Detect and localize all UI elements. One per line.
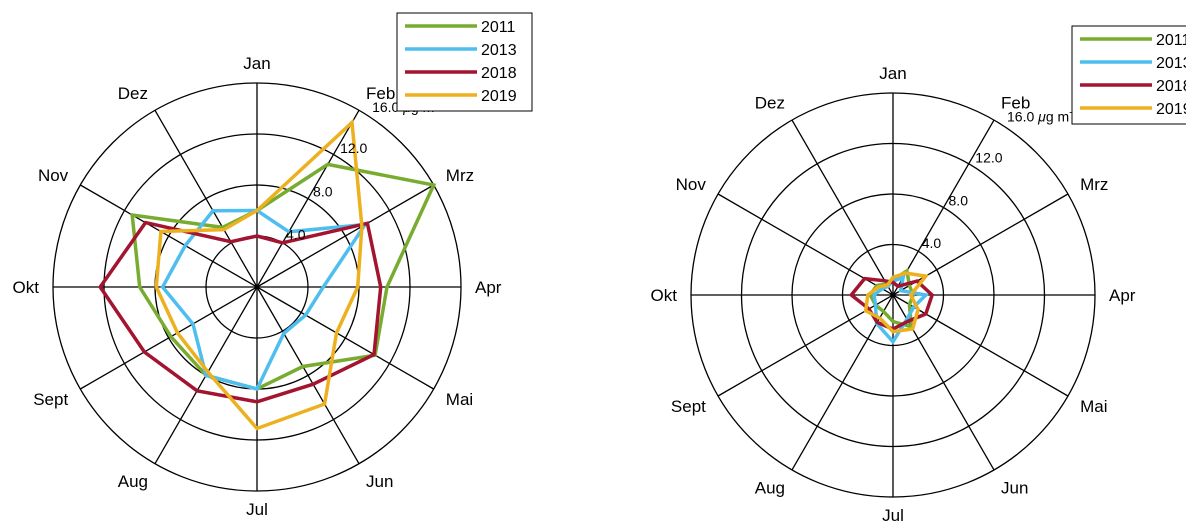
spoke-feb bbox=[256, 110, 360, 288]
month-label-jun: Jun bbox=[1001, 478, 1028, 497]
series-line-2013 bbox=[872, 274, 930, 345]
series-line-2018 bbox=[98, 220, 383, 404]
legend-label-2019: 2019 bbox=[1156, 101, 1186, 118]
radial-tick-label: 12.0 bbox=[340, 140, 367, 156]
month-label-mrz: Mrz bbox=[446, 166, 474, 185]
month-label-apr: Apr bbox=[1109, 286, 1136, 305]
month-label-nov: Nov bbox=[676, 175, 707, 194]
spoke-mai bbox=[256, 286, 434, 390]
month-label-nov: Nov bbox=[38, 166, 69, 185]
month-label-apr: Apr bbox=[475, 278, 502, 297]
legend-label-2018: 2018 bbox=[1156, 78, 1186, 95]
series-line-2019 bbox=[863, 271, 930, 334]
radial-tick-label: 8.0 bbox=[949, 192, 969, 208]
radial-tick-label: 8.0 bbox=[313, 183, 333, 199]
spoke-feb bbox=[892, 119, 995, 296]
month-label-jan: Jan bbox=[243, 54, 270, 73]
month-label-aug: Aug bbox=[755, 478, 785, 497]
legend: 2011 2013 2018 2019 bbox=[1071, 25, 1186, 125]
legend-label-2011: 2011 bbox=[481, 19, 516, 36]
radial-tick-label: 12.0 bbox=[975, 150, 1002, 166]
month-label-mai: Mai bbox=[446, 390, 473, 409]
radial-tick-label: 4.0 bbox=[922, 235, 942, 251]
month-label-dez: Dez bbox=[118, 84, 148, 103]
radial-tick-label: 4.0 bbox=[286, 227, 306, 243]
legend-label-2018: 2018 bbox=[481, 65, 517, 82]
month-label-feb: Feb bbox=[366, 84, 395, 103]
spoke-dez bbox=[154, 110, 258, 288]
month-label-okt: Okt bbox=[651, 286, 678, 305]
month-label-jul: Jul bbox=[882, 506, 904, 525]
spoke-sept bbox=[80, 286, 258, 390]
spoke-nov bbox=[80, 184, 258, 288]
polar-chart-right: 4.08.012.016.0 μg m-3JanFebMrzAprMaiJunJ… bbox=[651, 25, 1186, 525]
spoke-mrz bbox=[256, 184, 434, 288]
spoke-dez bbox=[791, 119, 894, 296]
series-line-2011 bbox=[130, 162, 437, 391]
legend-label-2013: 2013 bbox=[1156, 55, 1186, 72]
month-label-aug: Aug bbox=[118, 472, 148, 491]
spoke-mai bbox=[892, 294, 1069, 397]
spoke-sept bbox=[717, 294, 894, 397]
month-label-mai: Mai bbox=[1080, 397, 1107, 416]
polar-chart-left: 4.08.012.016.0 μg m-3JanFebMrzAprMaiJunJ… bbox=[13, 12, 533, 519]
month-label-jan: Jan bbox=[879, 64, 906, 83]
series-line-2011 bbox=[868, 267, 916, 330]
month-label-jul: Jul bbox=[246, 500, 268, 519]
month-label-dez: Dez bbox=[755, 94, 785, 113]
series-line-2019 bbox=[154, 118, 364, 431]
month-label-feb: Feb bbox=[1001, 94, 1030, 113]
spoke-jun bbox=[256, 286, 360, 464]
legend-label-2013: 2013 bbox=[481, 42, 517, 59]
legend-label-2019: 2019 bbox=[481, 88, 517, 105]
month-label-jun: Jun bbox=[366, 472, 393, 491]
spoke-mrz bbox=[892, 193, 1069, 296]
month-label-sept: Sept bbox=[671, 397, 706, 416]
month-label-mrz: Mrz bbox=[1080, 175, 1108, 194]
legend: 2011 2013 2018 2019 bbox=[396, 12, 533, 112]
month-label-sept: Sept bbox=[33, 390, 68, 409]
legend-label-2011: 2011 bbox=[1156, 32, 1186, 49]
month-label-okt: Okt bbox=[13, 278, 40, 297]
